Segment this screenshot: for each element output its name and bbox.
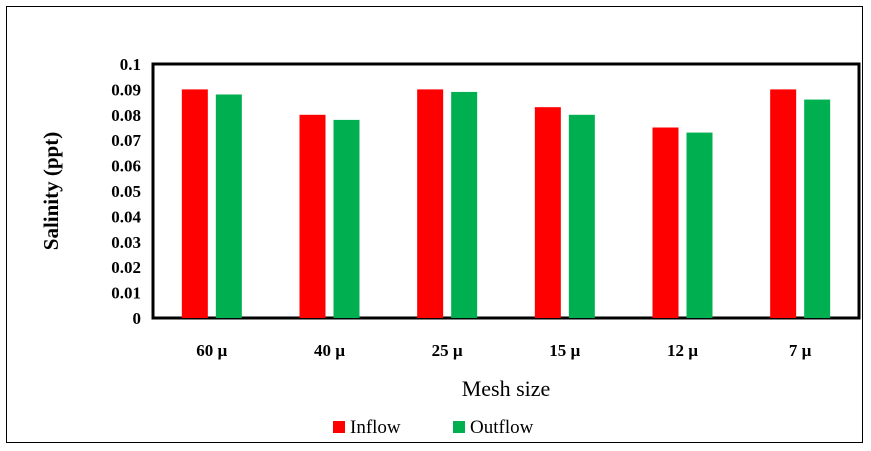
y-tick-label: 0.06 — [111, 157, 141, 176]
y-axis-label: Salinity (ppt) — [39, 132, 63, 250]
bar-outflow — [451, 91, 478, 318]
y-tick-label: 0.05 — [111, 182, 141, 201]
x-tick-label: 15 µ — [549, 341, 580, 360]
legend-label-outflow: Outflow — [470, 417, 534, 438]
bar-outflow — [568, 114, 595, 318]
y-tick-label: 0.04 — [111, 207, 141, 226]
y-tick-label: 0.07 — [111, 131, 141, 150]
y-tick-label: 0.01 — [111, 284, 141, 303]
legend-swatch-inflow — [333, 421, 345, 433]
x-tick-label: 25 µ — [432, 341, 463, 360]
y-tick-label: 0 — [133, 309, 142, 328]
plot-area — [151, 62, 861, 320]
y-tick-label: 0.08 — [111, 106, 141, 125]
x-tick-label: 60 µ — [196, 341, 227, 360]
bar-inflow — [299, 114, 326, 318]
x-tick-label: 12 µ — [667, 341, 698, 360]
y-tick-label: 0.1 — [120, 55, 141, 74]
legend-label-inflow: Inflow — [350, 417, 401, 438]
y-tick-label: 0.02 — [111, 258, 141, 277]
legend-swatch-outflow — [453, 421, 465, 433]
x-tick-label: 7 µ — [789, 341, 812, 360]
bar-inflow — [652, 127, 679, 318]
y-tick-label: 0.03 — [111, 233, 141, 252]
bar-outflow — [804, 99, 831, 318]
y-tick-label: 0.09 — [111, 80, 141, 99]
x-axis-label: Mesh size — [462, 376, 551, 401]
bar-outflow — [333, 119, 360, 318]
y-axis-ticks: 0 0.01 0.02 0.03 0.04 0.05 0.06 0.07 0.08 0.09 0.1 — [111, 55, 141, 328]
bar-outflow — [215, 94, 242, 318]
legend: Inflow Outflow — [333, 417, 534, 438]
bar-outflow — [686, 132, 713, 318]
bar-inflow — [534, 107, 561, 319]
x-tick-label: 40 µ — [314, 341, 345, 360]
bars — [181, 89, 831, 319]
bar-inflow — [417, 89, 444, 319]
x-axis-ticks: 60 µ 40 µ 25 µ 15 µ 12 µ 7 µ — [196, 341, 811, 360]
bar-inflow — [770, 89, 797, 319]
bar-inflow — [181, 89, 208, 319]
